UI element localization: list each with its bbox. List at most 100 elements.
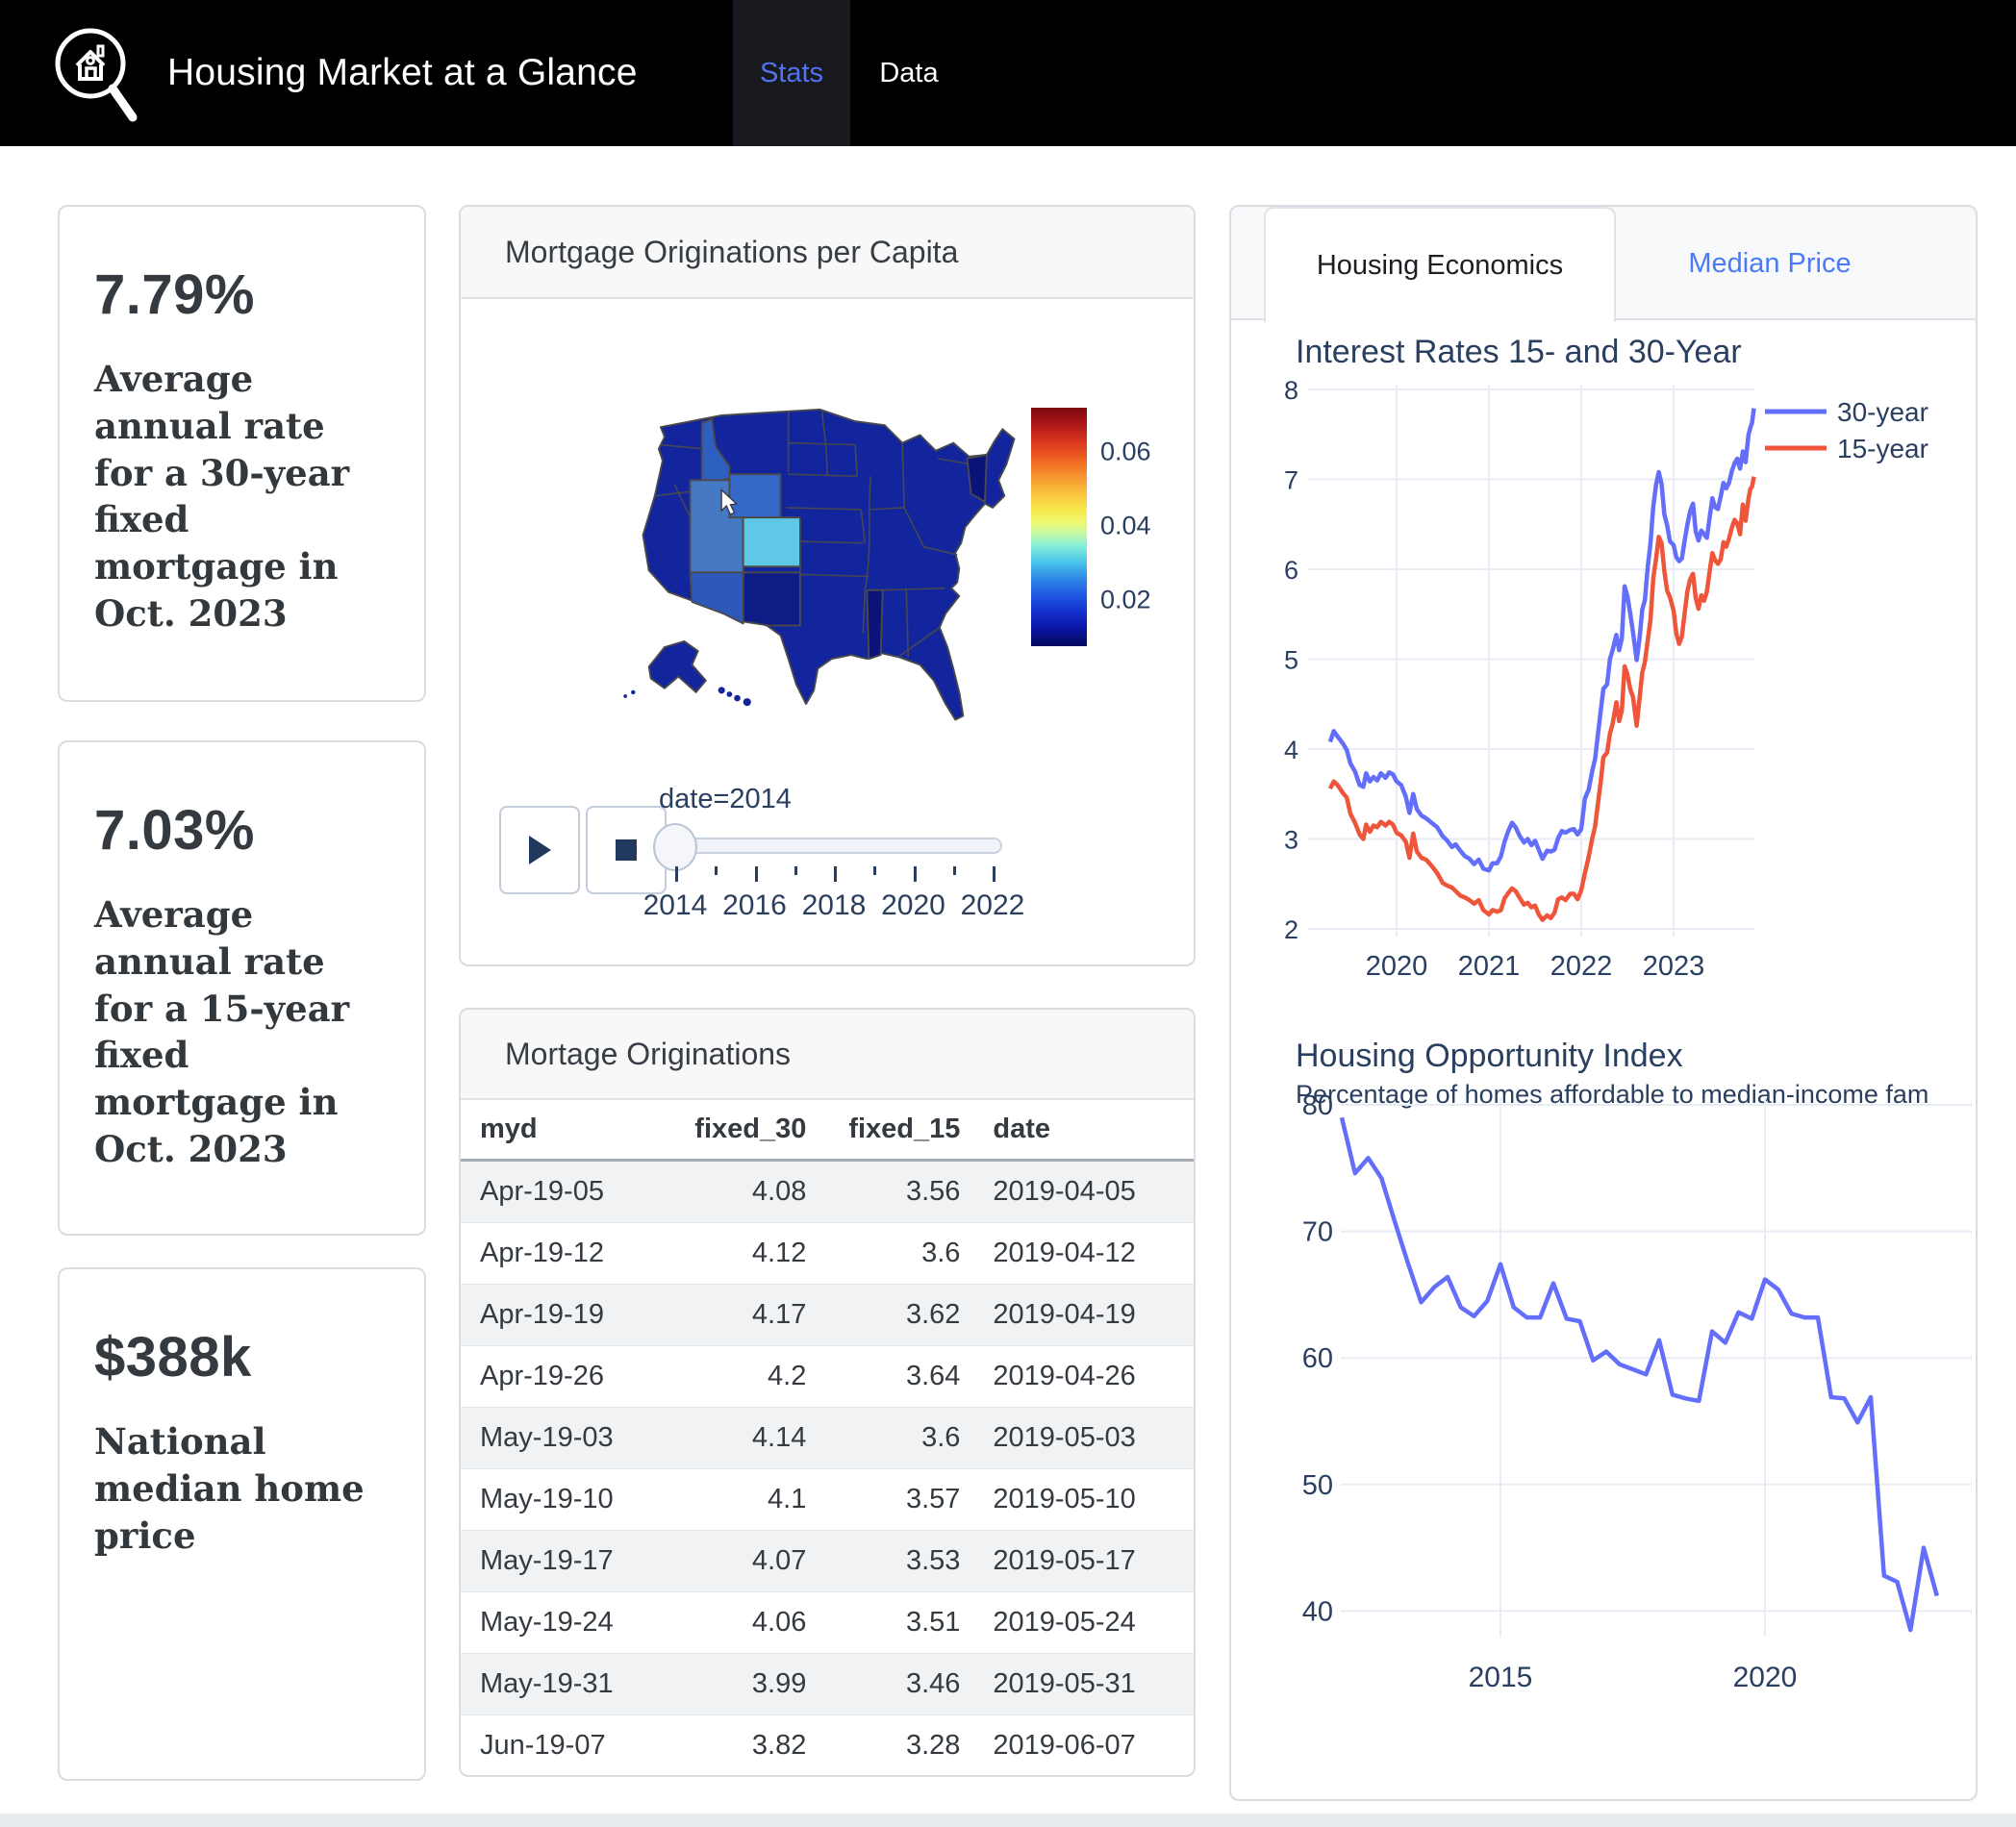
slider-tick bbox=[754, 866, 758, 882]
slider-tick bbox=[873, 866, 877, 875]
hoi-chart-title: Housing Opportunity Index bbox=[1296, 1038, 1683, 1074]
us-choropleth-map[interactable] bbox=[574, 380, 1036, 734]
svg-text:50: 50 bbox=[1302, 1470, 1333, 1501]
state-hawaii[interactable] bbox=[623, 687, 751, 707]
table-cell: 3.6 bbox=[819, 1222, 974, 1285]
slider-tick bbox=[834, 866, 837, 882]
stat-card-median-price: $388k National median home price bbox=[58, 1267, 426, 1781]
table-cell: May-19-10 bbox=[461, 1468, 667, 1531]
stat-value-30yr: 7.79% bbox=[94, 263, 255, 326]
table-row: Apr-19-05 4.08 3.56 2019-04-05 bbox=[461, 1160, 1194, 1223]
mortgage-rates-table: myd fixed_30 fixed_15 date Apr-19-05 4.08… bbox=[461, 1100, 1194, 1775]
table-cell: 2019-04-26 bbox=[973, 1345, 1194, 1408]
svg-text:7: 7 bbox=[1284, 466, 1298, 495]
table-row: May-19-31 3.99 3.46 2019-05-31 bbox=[461, 1653, 1194, 1715]
svg-text:2022: 2022 bbox=[1550, 951, 1613, 982]
map-card-title: Mortgage Originations per Capita bbox=[461, 207, 1194, 299]
table-card-title: Mortage Originations bbox=[461, 1010, 1194, 1100]
table-cell: Apr-19-26 bbox=[461, 1345, 667, 1408]
svg-text:80: 80 bbox=[1302, 1090, 1333, 1121]
table-row: Apr-19-19 4.17 3.62 2019-04-19 bbox=[461, 1284, 1194, 1346]
stop-icon bbox=[616, 839, 637, 861]
col-header-myd: myd bbox=[461, 1100, 667, 1162]
slider-tick bbox=[675, 866, 678, 882]
table-cell: 3.99 bbox=[666, 1653, 820, 1715]
state-mississippi[interactable] bbox=[866, 588, 884, 661]
stat-desc-median-price: National median home price bbox=[94, 1420, 365, 1557]
table-cell: May-19-03 bbox=[461, 1407, 667, 1469]
slider-tick-label: 2022 bbox=[960, 889, 1025, 921]
table-cell: 3.51 bbox=[819, 1591, 974, 1654]
table-cell: 2019-04-05 bbox=[973, 1160, 1194, 1223]
housing-opportunity-line-chart[interactable]: 40 50 60 70 80 2015 2020 bbox=[1252, 1002, 1978, 1752]
date-slider-track[interactable] bbox=[670, 838, 1002, 854]
stat-card-30yr: 7.79% Average annual rate for a 30-year … bbox=[58, 205, 426, 702]
table-cell: 3.53 bbox=[819, 1530, 974, 1592]
table-cell: Apr-19-12 bbox=[461, 1222, 667, 1285]
table-cell: 4.12 bbox=[666, 1222, 820, 1285]
interest-rates-line-chart[interactable]: 2 3 4 5 6 7 8 2020 2021 2022 2023 30-year 15-year bbox=[1252, 375, 1978, 1000]
nav-tab-data[interactable]: Data bbox=[879, 57, 939, 88]
economics-card: Housing Economics Median Price Interest … bbox=[1229, 205, 1978, 1801]
table-cell: 3.64 bbox=[819, 1345, 974, 1408]
table-cell: 4.2 bbox=[666, 1345, 820, 1408]
tab-housing-economics[interactable]: Housing Economics bbox=[1264, 207, 1616, 322]
rates-chart-title: Interest Rates 15- and 30-Year bbox=[1296, 334, 1742, 370]
table-row: Jun-19-07 3.82 3.28 2019-06-07 bbox=[461, 1714, 1194, 1775]
svg-text:15-year: 15-year bbox=[1837, 434, 1928, 463]
colorbar-label-mid: 0.04 bbox=[1100, 511, 1151, 540]
table-cell: 3.28 bbox=[819, 1714, 974, 1775]
stat-card-15yr: 7.03% Average annual rate for a 15-year … bbox=[58, 740, 426, 1236]
state-new-york[interactable] bbox=[966, 453, 988, 503]
colorbar-label-high: 0.06 bbox=[1100, 437, 1151, 466]
state-wyoming[interactable] bbox=[728, 473, 782, 519]
table-cell: 3.62 bbox=[819, 1284, 974, 1346]
table-cell: 2019-04-12 bbox=[973, 1222, 1194, 1285]
page-bottom-scroll-strip[interactable] bbox=[0, 1814, 2016, 1827]
stat-value-15yr: 7.03% bbox=[94, 799, 255, 862]
svg-text:60: 60 bbox=[1302, 1343, 1333, 1374]
state-arizona[interactable] bbox=[689, 571, 744, 625]
colorbar-label-low: 0.02 bbox=[1100, 585, 1151, 614]
svg-text:5: 5 bbox=[1284, 646, 1298, 675]
svg-text:30-year: 30-year bbox=[1837, 397, 1928, 427]
table-cell: 4.1 bbox=[666, 1468, 820, 1531]
table-row: May-19-17 4.07 3.53 2019-05-17 bbox=[461, 1530, 1194, 1592]
table-cell: Jun-19-07 bbox=[461, 1714, 667, 1775]
navbar: Housing Market at a Glance Stats Data bbox=[0, 0, 2016, 146]
slider-tick-label: 2018 bbox=[801, 889, 867, 921]
table-cell: 3.82 bbox=[666, 1714, 820, 1775]
svg-text:2020: 2020 bbox=[1733, 1662, 1798, 1693]
app-title: Housing Market at a Glance bbox=[167, 52, 638, 93]
slider-tick bbox=[952, 866, 956, 875]
state-new-mexico[interactable] bbox=[742, 571, 801, 627]
slider-tick bbox=[794, 866, 797, 875]
table-cell: Apr-19-05 bbox=[461, 1160, 667, 1223]
card-tabstrip: Housing Economics Median Price bbox=[1231, 207, 1976, 322]
table-cell: May-19-31 bbox=[461, 1653, 667, 1715]
stop-button[interactable] bbox=[586, 806, 667, 894]
table-cell: 2019-05-24 bbox=[973, 1591, 1194, 1654]
svg-text:3: 3 bbox=[1284, 826, 1298, 855]
svg-text:2015: 2015 bbox=[1469, 1662, 1533, 1693]
table-cell: 3.57 bbox=[819, 1468, 974, 1531]
slider-tick-label: 2016 bbox=[722, 889, 787, 921]
table-card: Mortage Originations myd fixed_30 fixed_… bbox=[459, 1008, 1196, 1777]
svg-text:70: 70 bbox=[1302, 1217, 1333, 1248]
table-cell: 2019-06-07 bbox=[973, 1714, 1194, 1775]
slider-tick-label: 2020 bbox=[881, 889, 945, 921]
state-alaska[interactable] bbox=[647, 639, 707, 693]
svg-text:40: 40 bbox=[1302, 1596, 1333, 1627]
svg-text:2: 2 bbox=[1284, 915, 1298, 944]
table-row: Apr-19-12 4.12 3.6 2019-04-12 bbox=[461, 1222, 1194, 1285]
table-cell: 3.56 bbox=[819, 1160, 974, 1223]
nav-tab-stats[interactable]: Stats bbox=[733, 0, 850, 146]
date-slider-handle[interactable] bbox=[653, 823, 697, 871]
play-button[interactable] bbox=[499, 806, 580, 894]
mouse-cursor-icon bbox=[720, 488, 738, 515]
tab-median-price[interactable]: Median Price bbox=[1688, 247, 1852, 279]
table-cell: 4.08 bbox=[666, 1160, 820, 1223]
slider-tick bbox=[715, 866, 718, 875]
state-colorado[interactable] bbox=[742, 516, 801, 568]
